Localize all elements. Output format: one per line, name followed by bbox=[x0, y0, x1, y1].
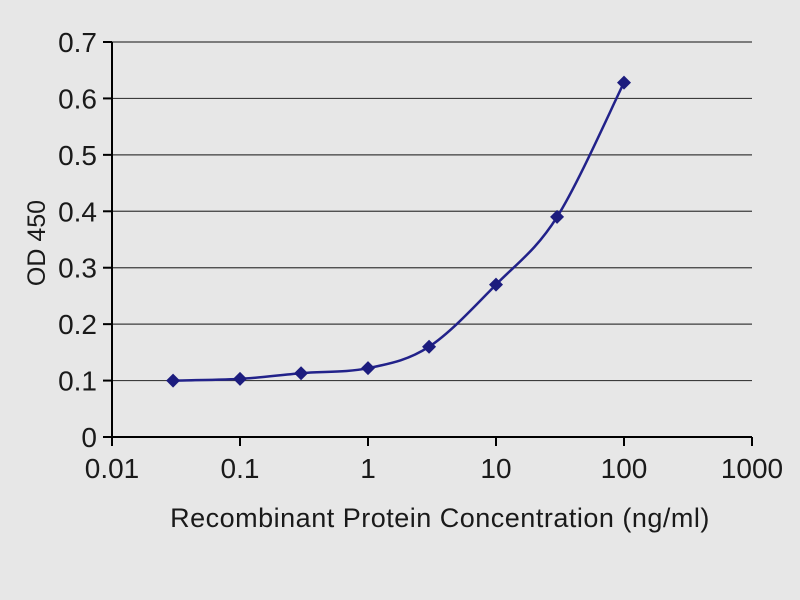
y-tick-label: 0.4 bbox=[58, 196, 97, 227]
data-point-marker bbox=[617, 75, 631, 90]
x-tick-label: 0.01 bbox=[85, 453, 140, 484]
y-tick-label: 0.5 bbox=[58, 140, 97, 171]
data-point-marker bbox=[550, 209, 565, 224]
y-tick-label: 0 bbox=[81, 422, 97, 453]
y-tick-label: 0.2 bbox=[58, 309, 97, 340]
y-tick-label: 0.3 bbox=[58, 253, 97, 284]
data-point-marker bbox=[166, 373, 181, 388]
data-point-marker bbox=[422, 339, 437, 354]
data-point-marker bbox=[294, 366, 309, 381]
x-tick-label: 1 bbox=[360, 453, 376, 484]
y-tick-label: 0.1 bbox=[58, 366, 97, 397]
x-tick-label: 0.1 bbox=[221, 453, 260, 484]
x-tick-label: 1000 bbox=[721, 453, 783, 484]
data-line bbox=[173, 82, 626, 382]
data-point-marker bbox=[233, 371, 247, 386]
data-point-marker bbox=[489, 277, 503, 292]
x-tick-label: 100 bbox=[601, 453, 648, 484]
x-tick-label: 10 bbox=[480, 453, 511, 484]
y-tick-label: 0.6 bbox=[58, 83, 97, 114]
data-point-marker bbox=[361, 361, 375, 376]
y-axis-title: OD 450 bbox=[23, 199, 51, 287]
x-axis-title: Recombinant Protein Concentration (ng/ml… bbox=[170, 503, 710, 533]
y-tick-label: 0.7 bbox=[58, 27, 97, 58]
